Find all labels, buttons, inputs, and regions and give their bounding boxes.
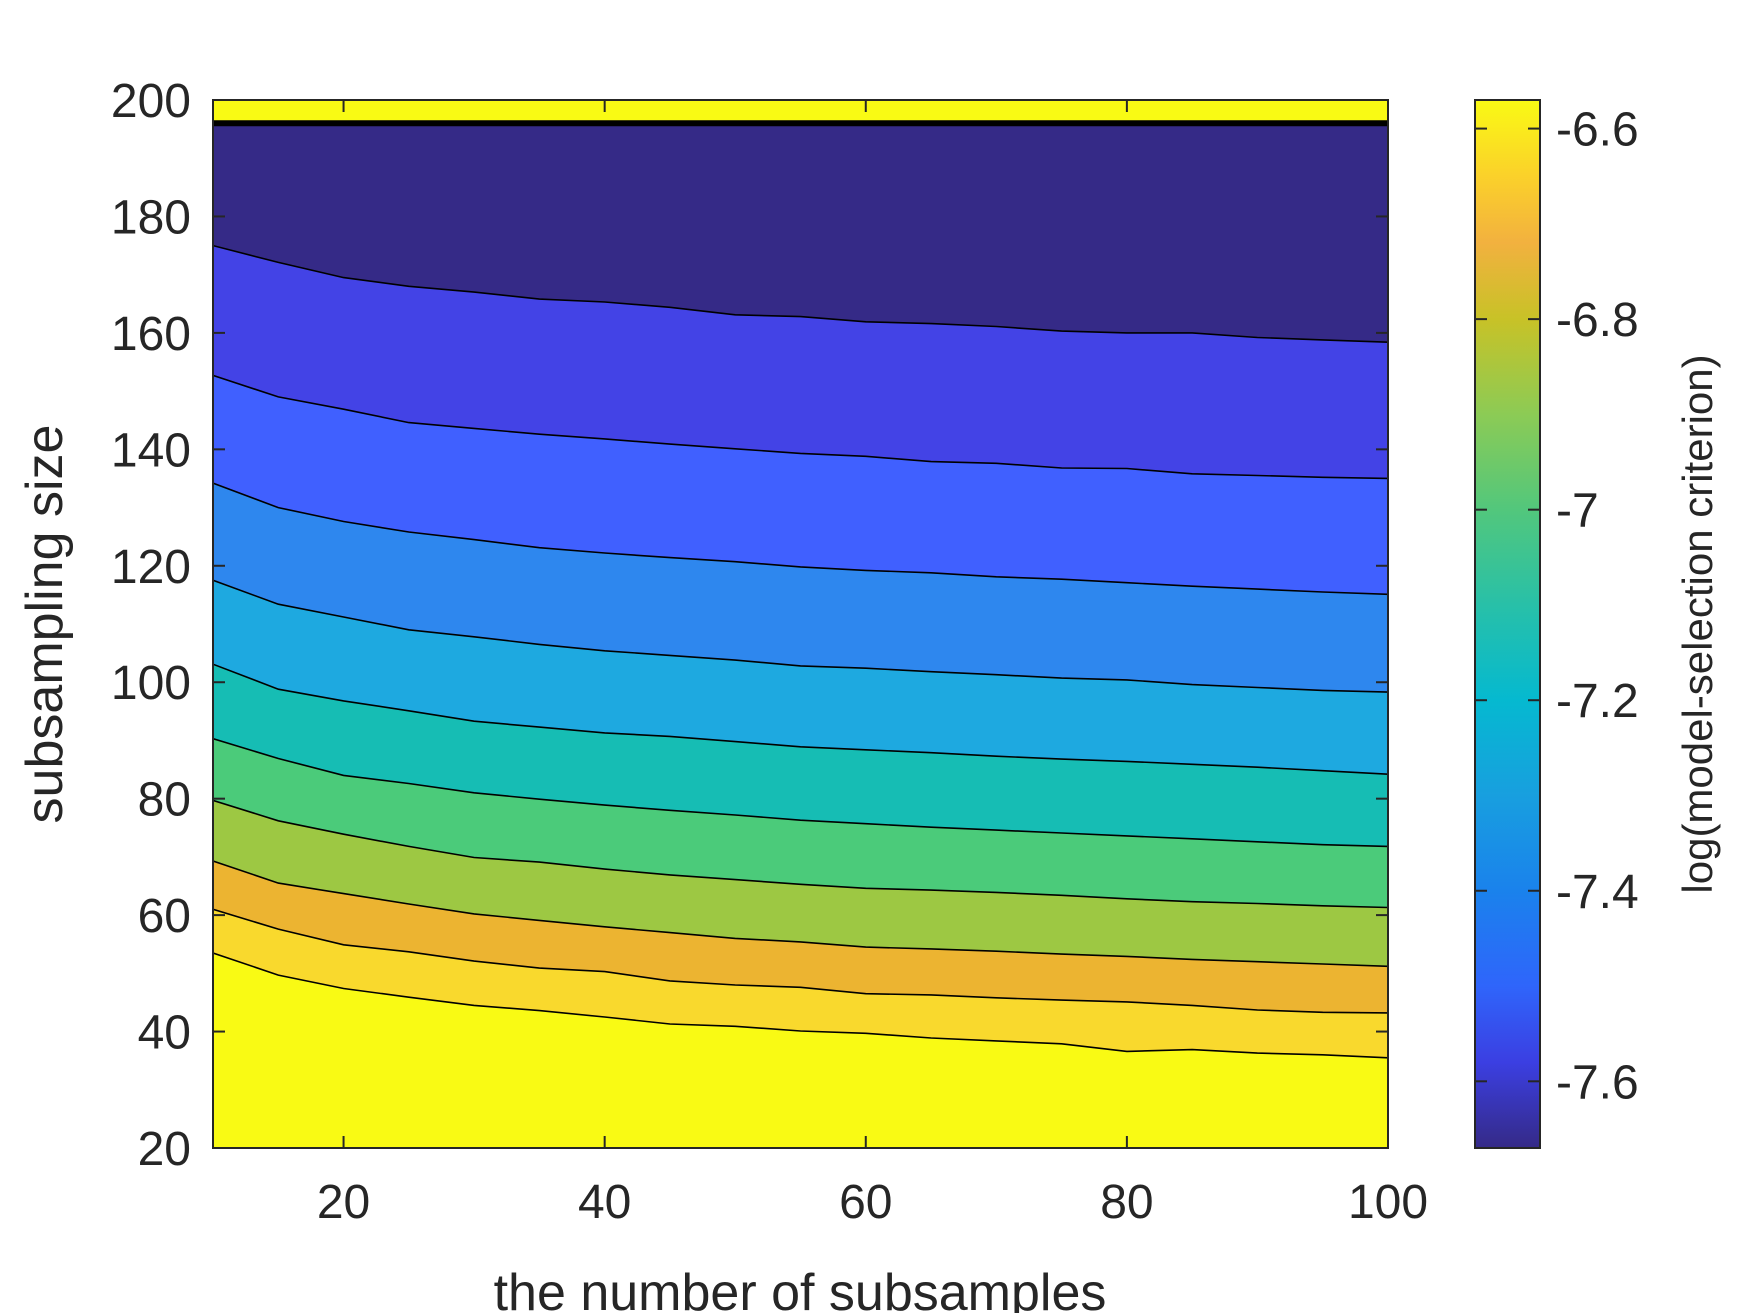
x-tick-label: 60 [839,1176,892,1229]
y-tick-label: 200 [111,75,191,128]
contour-line [213,908,1388,1014]
y-tick-label: 80 [138,774,191,827]
contour-line [213,579,1388,693]
y-tick-label: 140 [111,424,191,477]
contour-line [213,374,1388,480]
top-band [213,100,1388,124]
y-tick-label: 100 [111,657,191,710]
contour-line [213,737,1388,848]
y-tick-label: 120 [111,541,191,594]
colorbar-tick-label: -7.2 [1556,675,1639,728]
contour-line [213,952,1388,1059]
y-axis: 20 40 60 80 100 120 140 160 180 200 [111,75,1388,1176]
colorbar-scale [1474,99,1541,1149]
colorbar-title: log(model-selection criterion) [1674,354,1721,893]
contour-line [213,799,1388,909]
y-tick-label: 20 [138,1123,191,1176]
contour-line [213,482,1388,596]
contour-bands [213,100,1388,1148]
y-axis-title: subsampling size [16,425,74,824]
colorbar-tick-label: -7.6 [1556,1056,1639,1109]
y-tick-label: 40 [138,1007,191,1060]
x-tick-label: 40 [578,1176,631,1229]
contour-line [213,244,1388,343]
x-axis-title: the number of subsamples [494,1264,1107,1313]
plot-border [212,99,1389,1149]
contour-lines [213,120,1388,1059]
contour-line [213,663,1388,775]
x-tick-label: 80 [1100,1176,1153,1229]
colorbar-tick-label: -6.6 [1556,104,1639,157]
x-axis: 20 40 60 80 100 [317,100,1428,1229]
colorbar: -6.6 -6.8 -7 -7.2 -7.4 -7.6 [1474,99,1639,1149]
colorbar-tick-label: -6.8 [1556,294,1639,347]
colorbar-tick-label: -7 [1556,485,1599,538]
colorbar-tick-label: -7.4 [1556,866,1639,919]
y-tick-label: 180 [111,191,191,244]
contour-line [213,860,1388,968]
plot-frame [212,99,1389,1149]
y-tick-label: 160 [111,308,191,361]
x-tick-label: 100 [1348,1176,1428,1229]
x-tick-label: 20 [317,1176,370,1229]
y-tick-label: 60 [138,890,191,943]
